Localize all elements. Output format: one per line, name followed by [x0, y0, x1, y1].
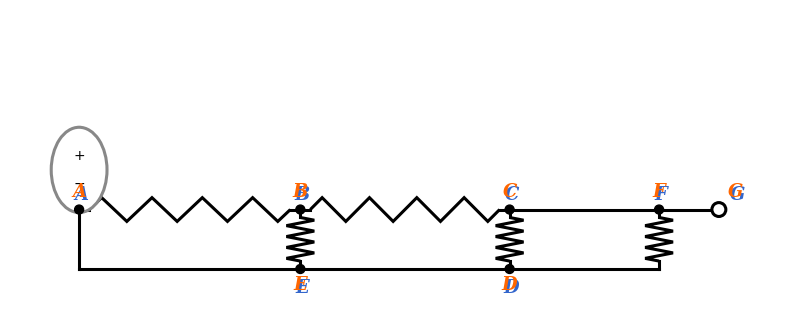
Circle shape [654, 205, 664, 214]
Text: +: + [73, 149, 85, 163]
Text: G: G [730, 186, 746, 204]
Circle shape [712, 203, 726, 216]
Ellipse shape [52, 127, 107, 213]
Text: G: G [728, 183, 743, 201]
Text: B: B [293, 183, 308, 201]
Circle shape [296, 265, 305, 273]
Text: B: B [295, 186, 310, 204]
Text: C: C [503, 183, 517, 201]
Text: A: A [74, 186, 88, 204]
Text: A: A [72, 183, 86, 201]
Text: F: F [653, 183, 665, 201]
Text: F: F [655, 186, 668, 204]
Circle shape [75, 205, 83, 214]
Text: D: D [502, 276, 518, 294]
Text: E: E [294, 276, 307, 294]
Text: −: − [73, 177, 85, 191]
Text: E: E [295, 279, 309, 297]
Circle shape [296, 205, 305, 214]
Text: C: C [504, 186, 518, 204]
Circle shape [505, 265, 514, 273]
Circle shape [505, 205, 514, 214]
Text: D: D [503, 279, 519, 297]
